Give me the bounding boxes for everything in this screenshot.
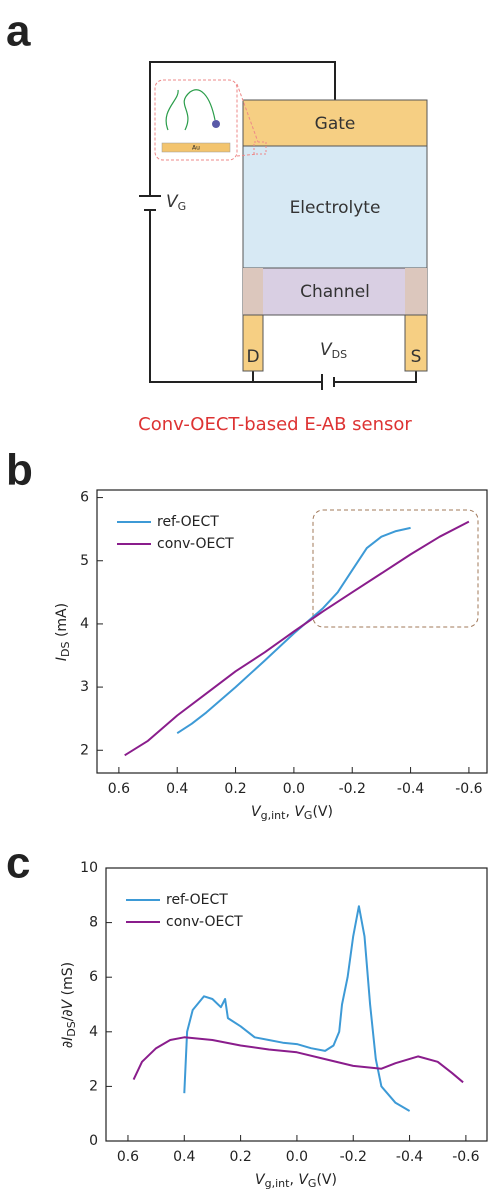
x-tick-label: -0.4 [397, 781, 424, 797]
legend-label: ref-OECT [166, 892, 228, 908]
drain-electrode [242, 314, 264, 372]
gate-label: Gate [315, 114, 356, 134]
x-tick-label: 0.0 [283, 781, 305, 797]
y-tick-label: 6 [89, 969, 98, 985]
y-tick-label: 10 [80, 860, 98, 876]
x-tick-label: -0.4 [396, 1149, 423, 1165]
channel-label: Channel [300, 282, 370, 302]
y-tick-label: 5 [80, 553, 89, 569]
legend-label: ref-OECT [157, 514, 219, 530]
y-tick-label: 3 [80, 679, 89, 695]
x-tick-label: 0.6 [108, 781, 130, 797]
series-line [176, 526, 411, 735]
series-line [124, 520, 470, 757]
x-tick-label: 0.6 [117, 1149, 139, 1165]
x-tick-label: 0.2 [224, 781, 246, 797]
y-tick-label: 2 [80, 742, 89, 758]
legend-label: conv-OECT [166, 914, 243, 930]
electrolyte-label: Electrolyte [290, 198, 381, 218]
panel-label: a [6, 7, 31, 56]
source-contact [405, 268, 427, 315]
legend-label: conv-OECT [157, 536, 234, 552]
drain-contact [243, 268, 263, 315]
vg-label: VG [166, 192, 186, 213]
x-tick-label: 0.2 [229, 1149, 251, 1165]
electrolyte-block [242, 145, 428, 269]
x-tick-label: -0.2 [340, 1149, 367, 1165]
y-tick-label: 4 [89, 1024, 98, 1040]
x-tick-label: -0.6 [452, 1149, 479, 1165]
x-tick-label: -0.2 [339, 781, 366, 797]
plot-frame [96, 489, 488, 774]
x-tick-label: 0.0 [286, 1149, 308, 1165]
x-axis-label: Vg,int, VG(V) [251, 804, 333, 822]
drain-label: D [246, 347, 259, 367]
x-tick-label: 0.4 [173, 1149, 195, 1165]
y-tick-label: 2 [89, 1078, 98, 1094]
panel-label: b [6, 446, 33, 495]
y-axis-label: ∂IDS/∂V (mS) [60, 962, 78, 1048]
x-axis-label: Vg,int, VG(V) [255, 1172, 337, 1190]
vds-label: VDS [320, 340, 347, 361]
source-label: S [411, 347, 422, 367]
panel-label: c [6, 839, 30, 888]
y-tick-label: 0 [89, 1133, 98, 1149]
plot-frame [105, 867, 488, 1142]
x-tick-label: -0.6 [455, 781, 482, 797]
series-line [132, 1036, 464, 1084]
highlight-box [312, 509, 479, 628]
caption: Conv-OECT-based E-AB sensor [138, 414, 412, 435]
source-electrode [404, 314, 428, 372]
inset-label: Au [192, 145, 200, 152]
y-axis-label: IDS (mA) [54, 603, 72, 661]
circuit-wires [139, 61, 417, 390]
inset: Au [154, 79, 267, 161]
gate-block [242, 99, 428, 147]
y-tick-label: 6 [80, 490, 89, 506]
y-tick-label: 8 [89, 915, 98, 931]
y-tick-label: 4 [80, 616, 89, 632]
x-tick-label: 0.4 [166, 781, 188, 797]
series-line [183, 905, 411, 1112]
